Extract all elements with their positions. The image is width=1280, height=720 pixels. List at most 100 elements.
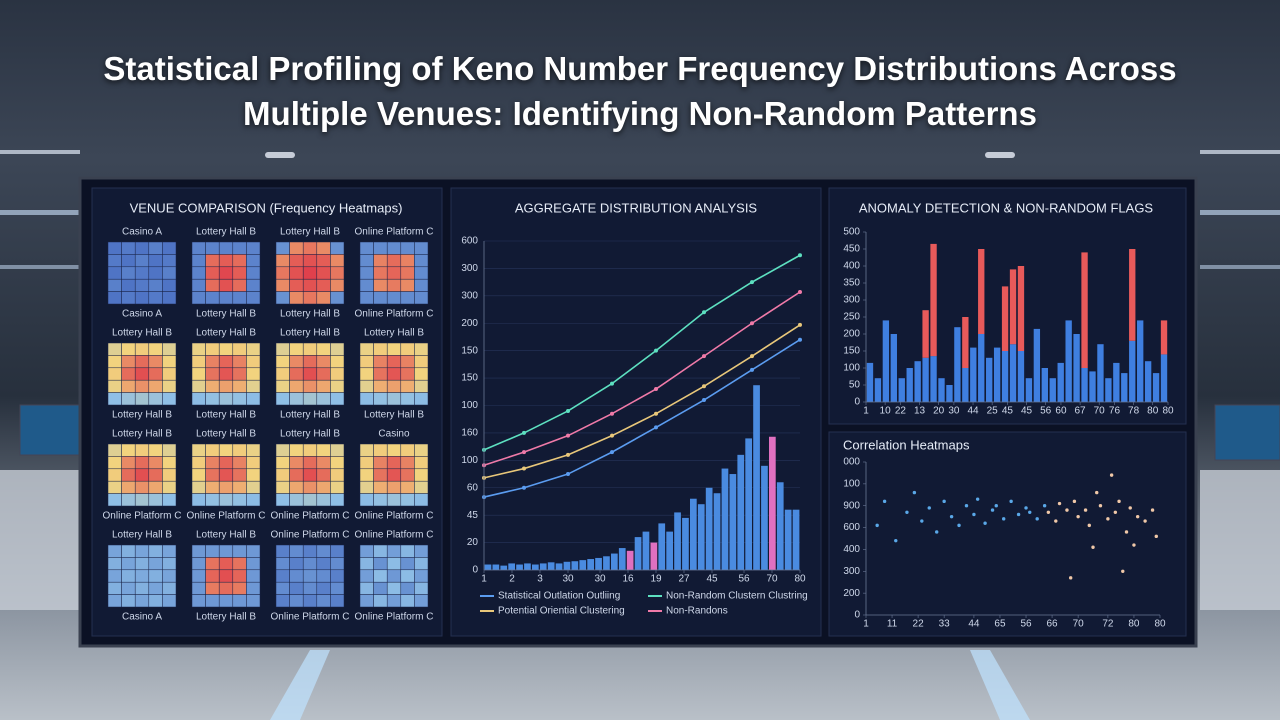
y-tick-label: 50 [849,380,861,391]
heatmap-cell [330,266,345,280]
heatmap-cell [121,367,136,381]
x-tick-label: 70 [1094,406,1106,417]
heatmap-cell [289,456,304,470]
heatmap-cell [302,278,318,292]
bar [1065,320,1072,402]
heatmap-cell [107,367,122,381]
heatmap-cell [218,355,234,369]
y-tick-label: 900 [843,500,860,511]
scatter-point [1087,523,1091,528]
heatmap-cell [205,266,220,280]
heatmap-cell [232,355,247,369]
scatter-point [882,499,887,504]
histogram-bar [737,454,745,570]
heatmap-cell [162,557,177,571]
heatmap-cell [386,241,402,255]
bar [906,368,913,402]
heatmap-cell [107,355,122,369]
heatmap-cell [275,392,290,406]
heatmap-cell [330,594,345,608]
histogram-bar [626,550,634,570]
heatmap-cell [148,557,163,571]
heatmap-cell [400,456,415,470]
heatmap-cell [289,493,304,507]
heatmap-cell [359,355,374,369]
bar [1009,344,1017,402]
heatmap-cell [359,569,374,583]
heatmap-cell [414,342,429,356]
heatmap-cell [289,355,304,369]
heatmap-cell [386,581,402,595]
histogram-bar [674,512,681,570]
heatmap-cell [359,342,374,356]
heatmap-cell [134,581,150,595]
heatmap-label: Lottery Hall B [196,227,256,238]
heatmap-cell [205,493,220,507]
histogram-bar [642,531,650,570]
heatmap-cell [246,367,261,381]
heatmap-cell [205,254,220,268]
y-tick-label: 400 [843,261,860,272]
heatmap-cell [191,291,206,305]
scatter-point [972,512,976,517]
ceiling-light [0,150,80,154]
histogram-bar [761,465,768,570]
heatmap-cell [316,342,331,356]
trend-line [483,254,801,451]
heatmap-cell [121,241,136,255]
heatmap-cell [121,456,136,470]
heatmap-cell [316,291,331,305]
scatter-point [1135,514,1140,519]
histogram-bar [776,482,784,570]
heatmap-cell [148,342,163,356]
heatmap-cell [302,379,318,393]
histogram-bar [729,474,737,570]
heatmap-cell [205,443,220,457]
x-tick-label: 1 [863,619,869,630]
heatmap-cell [246,291,261,305]
bar [1025,378,1033,402]
wall-light [1200,265,1280,269]
heatmap-cell [302,291,318,305]
heatmap-cell [162,581,177,595]
heatmap-cell [330,355,345,369]
heatmap-cell [121,544,136,558]
histogram-bar [658,523,666,570]
heatmap-cell [373,468,388,482]
heatmap-cell [121,392,136,406]
trend-point [522,466,526,471]
heatmap-label: Lottery Hall B [280,309,340,320]
x-tick-label: 16 [622,574,634,585]
heatmap-cell [373,443,388,457]
heatmap-cell [246,392,261,406]
heatmap-cell [373,544,388,558]
x-tick-label: 19 [650,574,662,585]
heatmap-cell [162,355,177,369]
scatter-point [1076,514,1080,519]
heatmap-cell [275,569,290,583]
heatmap-cell [191,392,206,406]
heatmap-cell [359,493,374,507]
scatter-point [927,506,931,510]
heatmap-cell [148,355,163,369]
heatmap-cell [289,266,304,280]
heatmap-cell [359,480,374,494]
heatmap-cell [386,468,402,482]
heatmap-cell [400,443,415,457]
y-tick-label: 0 [854,610,860,621]
heatmap-cell [414,544,429,558]
heatmap-cell [302,355,318,369]
heatmap-cell [400,379,415,393]
histogram-bar [745,438,752,570]
heatmap-cell [400,355,415,369]
heatmap-cell [289,241,304,255]
heatmap-cell [218,480,234,494]
heatmap-cell [330,241,345,255]
heatmap-cell [373,557,388,571]
y-tick-label: 300 [461,290,478,301]
floor-light [270,650,330,720]
heatmap-cell [359,581,374,595]
heatmap-cell [302,266,318,280]
heatmap-cell [302,342,318,356]
